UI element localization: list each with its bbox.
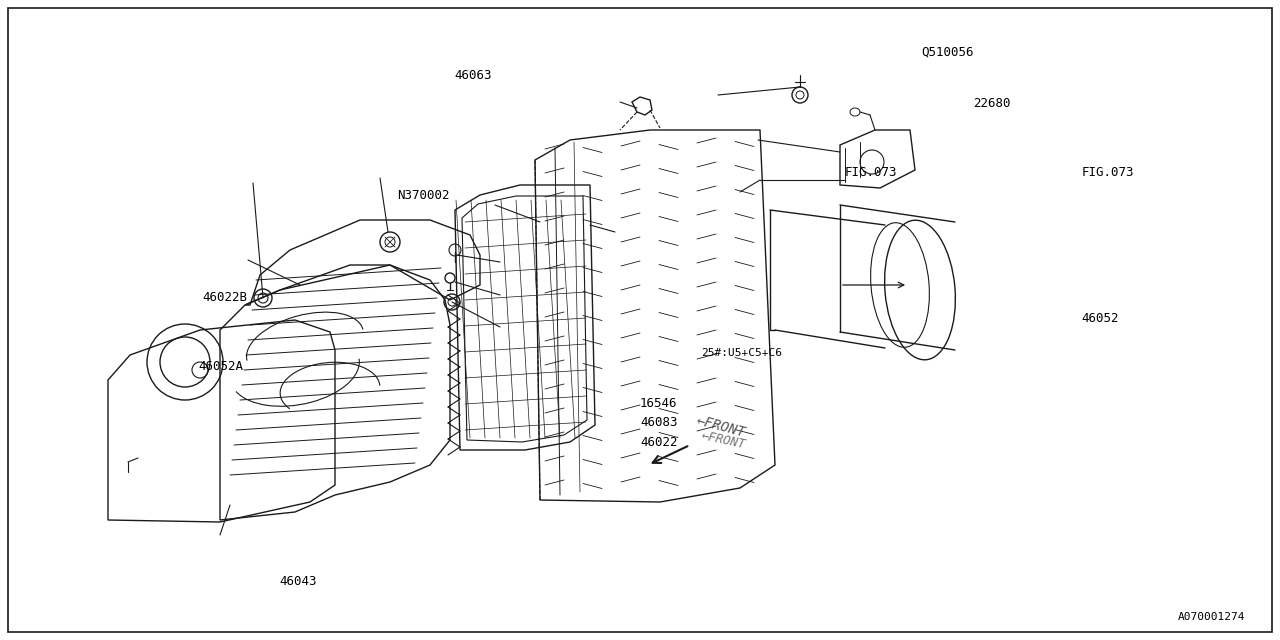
Text: N370002: N370002 [397, 189, 449, 202]
Text: A070001274: A070001274 [1178, 612, 1245, 622]
Text: 46083: 46083 [640, 416, 677, 429]
Text: Q510056: Q510056 [922, 46, 974, 59]
Text: 46052A: 46052A [198, 360, 243, 372]
Text: 46043: 46043 [279, 575, 316, 588]
Text: 46063: 46063 [454, 69, 492, 82]
Text: ←FRONT: ←FRONT [695, 413, 748, 440]
Text: 25#:U5+C5+C6: 25#:U5+C5+C6 [701, 348, 782, 358]
Text: 46052: 46052 [1082, 312, 1119, 325]
Text: 16546: 16546 [640, 397, 677, 410]
Text: 22680: 22680 [973, 97, 1010, 110]
Text: ←FRONT: ←FRONT [700, 429, 746, 451]
Text: 46022: 46022 [640, 436, 677, 449]
Text: FIG.073: FIG.073 [1082, 166, 1134, 179]
Text: FIG.073: FIG.073 [845, 166, 897, 179]
Text: 46022B: 46022B [202, 291, 247, 304]
